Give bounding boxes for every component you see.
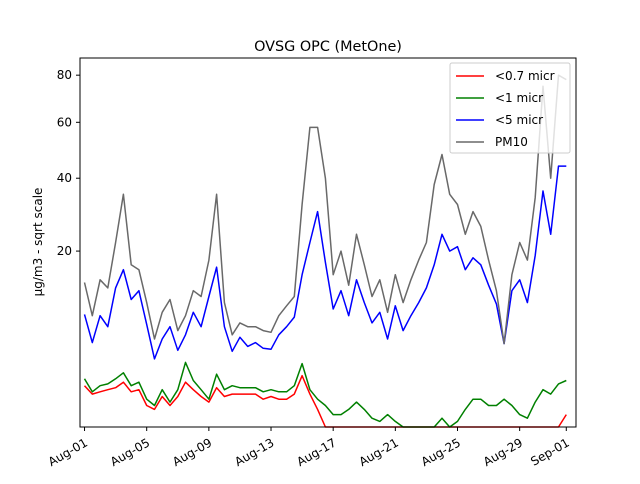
x-tick-label: Aug-01 (46, 435, 90, 469)
x-tick-label: Aug-13 (232, 435, 276, 469)
legend-label: PM10 (495, 135, 528, 149)
y-tick-label: 80 (57, 68, 72, 82)
x-tick-label: Sep-01 (528, 435, 572, 468)
y-axis: 20 40 60 80 (57, 68, 80, 258)
series-line-2 (83, 165, 567, 360)
legend-box (449, 62, 571, 154)
chart-title: OVSG OPC (MetOne) (254, 39, 402, 55)
x-tick-label: Aug-29 (481, 435, 525, 469)
x-tick-label: Aug-21 (357, 435, 401, 469)
legend-label: <1 micr (495, 91, 543, 105)
plot-frame (79, 57, 577, 428)
series-line-1 (83, 361, 567, 428)
y-tick-label: 40 (57, 171, 72, 185)
legend-label: <5 micr (495, 113, 543, 127)
x-axis: Aug-01 Aug-05 Aug-09 Aug-13 Aug-17 Aug-21 Aug-… (46, 427, 572, 469)
x-tick-label: Aug-09 (170, 435, 214, 469)
x-tick-label: Aug-25 (419, 435, 463, 469)
x-tick-label: Aug-05 (108, 435, 152, 469)
y-tick-label: 60 (57, 115, 72, 129)
series-line-3 (83, 74, 567, 345)
legend: <0.7 micr <1 micr <5 micr PM10 (449, 62, 571, 154)
x-tick-label: Aug-17 (294, 435, 338, 469)
y-tick-label: 20 (57, 244, 72, 258)
y-axis-label: µg/m3 - sqrt scale (31, 188, 45, 297)
legend-label: <0.7 micr (495, 69, 555, 83)
